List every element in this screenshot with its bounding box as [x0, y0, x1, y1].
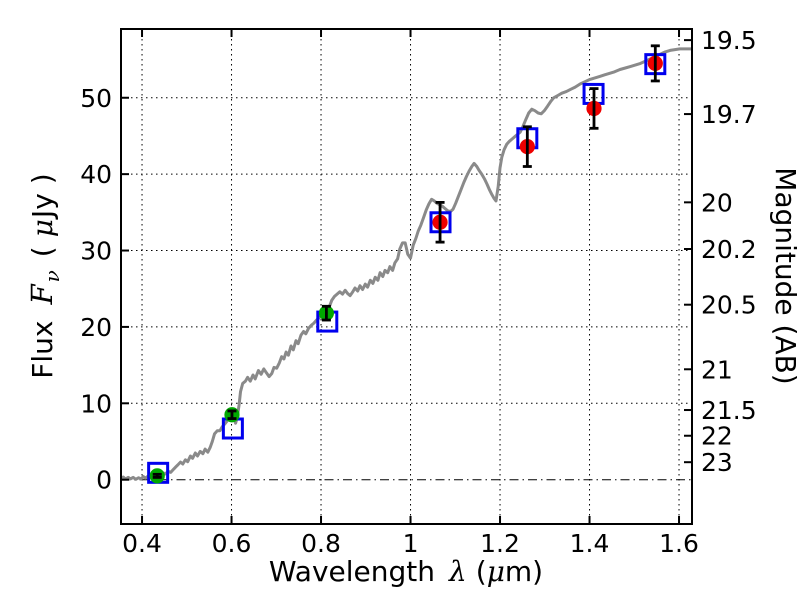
x-tick-label: 0.6	[212, 529, 252, 558]
error-bar	[650, 44, 660, 83]
x-tick-label: 1	[403, 529, 419, 558]
tick-marks	[121, 29, 692, 524]
magnitude-tick-label: 23	[701, 448, 733, 477]
error-bar	[321, 304, 331, 322]
error-bar	[152, 472, 162, 479]
x-tick-label: 0.4	[122, 529, 162, 558]
y-tick-label: 30	[80, 237, 112, 266]
magnitude-tick-label: 20	[701, 188, 733, 217]
spectrum-path	[121, 47, 692, 481]
magnitude-tick-label: 21.5	[701, 396, 757, 425]
observed-photometry-points	[149, 55, 663, 484]
axes-frame	[120, 28, 693, 525]
x-tick-label: 0.8	[301, 529, 341, 558]
error-bars	[152, 44, 660, 479]
error-bar	[589, 87, 599, 130]
magnitude-tick-label: 19.7	[701, 100, 757, 129]
magnitude-tick-label: 19.5	[701, 26, 757, 55]
gridlines	[121, 29, 692, 524]
magnitude-tick-label: 22	[701, 422, 733, 451]
y-tick-labels: 0 10 20 30 40 50	[80, 84, 112, 495]
x-tick-labels: 0.4 0.6 0.8 1 1.2 1.4 1.6	[122, 529, 699, 558]
magnitude-tick-label: 21	[701, 355, 733, 384]
y-tick-label: 0	[96, 466, 112, 495]
magnitude-tick-label: 20.2	[701, 235, 757, 264]
y-tick-label: 10	[80, 389, 112, 418]
y-tick-label: 50	[80, 84, 112, 113]
y-tick-label: 40	[80, 160, 112, 189]
magnitude-tick-label: 20.5	[701, 291, 757, 320]
y-axis-label: FluxFν(μJy)	[25, 173, 64, 378]
x-tick-label: 1.2	[480, 529, 520, 558]
x-axis-label: Wavelength λ (μm)	[269, 555, 543, 588]
magnitude-axis-label: Magnitude (AB)	[769, 167, 800, 384]
y-tick-label: 20	[80, 313, 112, 342]
model-spectrum-line	[121, 47, 692, 481]
plot-border	[120, 28, 693, 525]
x-tick-label: 1.6	[659, 529, 699, 558]
error-bar	[435, 201, 445, 244]
x-tick-label: 1.4	[570, 529, 610, 558]
error-bar	[522, 125, 532, 168]
error-bar	[227, 409, 237, 420]
